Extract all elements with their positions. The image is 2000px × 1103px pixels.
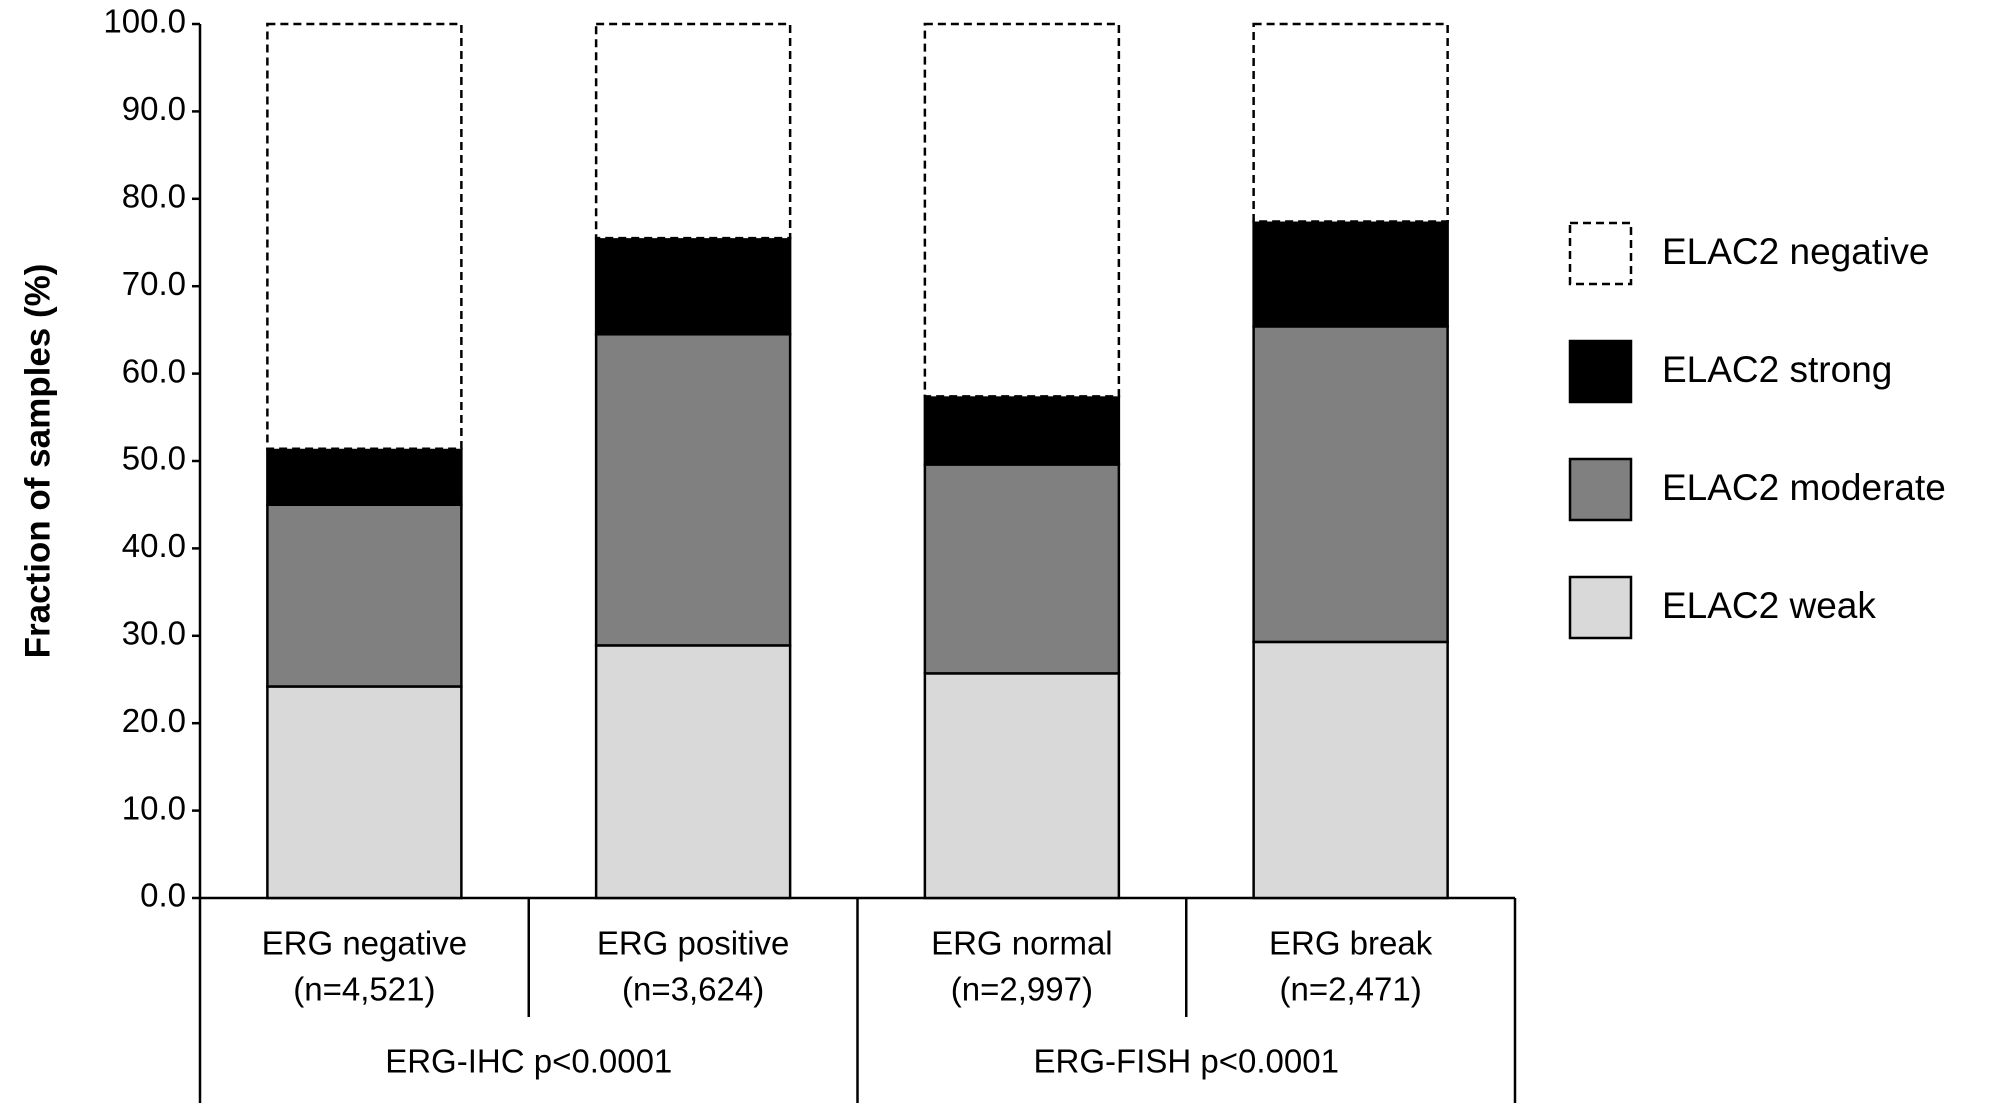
bar-segment xyxy=(923,463,1121,675)
y-tick-label: 90.0 xyxy=(122,90,186,127)
bar-segment xyxy=(266,685,463,900)
bar-segment xyxy=(923,395,1121,466)
legend-swatch xyxy=(1568,221,1633,286)
x-tick-label: (n=2,471) xyxy=(1280,971,1422,1008)
bar-segment xyxy=(923,22,1121,398)
bar-segment xyxy=(594,236,792,336)
legend-swatch xyxy=(1568,575,1633,640)
x-tick-label: ERG break xyxy=(1269,925,1433,962)
bar-segment xyxy=(266,447,463,506)
y-tick-label: 10.0 xyxy=(122,789,186,826)
legend-label: ELAC2 negative xyxy=(1662,231,1929,272)
y-tick-label: 20.0 xyxy=(122,702,186,739)
group-label: ERG-IHC p<0.0001 xyxy=(385,1043,672,1080)
y-tick-label: 70.0 xyxy=(122,265,186,302)
x-tick-label: ERG negative xyxy=(262,925,467,962)
legend-label: ELAC2 weak xyxy=(1662,585,1876,626)
x-tick-label: (n=4,521) xyxy=(293,971,435,1008)
legend-label: ELAC2 moderate xyxy=(1662,467,1946,508)
bar-segment xyxy=(594,644,792,900)
x-tick-label: (n=2,997) xyxy=(951,971,1093,1008)
bar-segment xyxy=(594,22,792,240)
x-tick-label: (n=3,624) xyxy=(622,971,764,1008)
y-tick-label: 50.0 xyxy=(122,440,186,477)
y-tick-label: 60.0 xyxy=(122,352,186,389)
y-axis-title: Fraction of samples (%) xyxy=(18,264,57,659)
y-tick-label: 30.0 xyxy=(122,615,186,652)
bar-segment xyxy=(923,672,1121,900)
bar-segment xyxy=(1252,220,1449,328)
legend-swatch xyxy=(1568,339,1633,404)
legend-swatch xyxy=(1568,457,1633,522)
y-tick-label: 0.0 xyxy=(140,877,186,914)
legend-label: ELAC2 strong xyxy=(1662,349,1892,390)
group-label: ERG-FISH p<0.0001 xyxy=(1034,1043,1339,1080)
bar-segment xyxy=(1252,22,1449,223)
bar-segment xyxy=(266,503,463,688)
bar-segment xyxy=(594,333,792,647)
y-tick-label: 100.0 xyxy=(103,3,186,40)
x-tick-label: ERG positive xyxy=(597,925,790,962)
x-tick-label: ERG normal xyxy=(931,925,1113,962)
bar-segment xyxy=(1252,325,1449,644)
bar-segment xyxy=(1252,640,1449,900)
y-tick-label: 40.0 xyxy=(122,527,186,564)
bar-segment xyxy=(266,22,463,451)
y-tick-label: 80.0 xyxy=(122,178,186,215)
